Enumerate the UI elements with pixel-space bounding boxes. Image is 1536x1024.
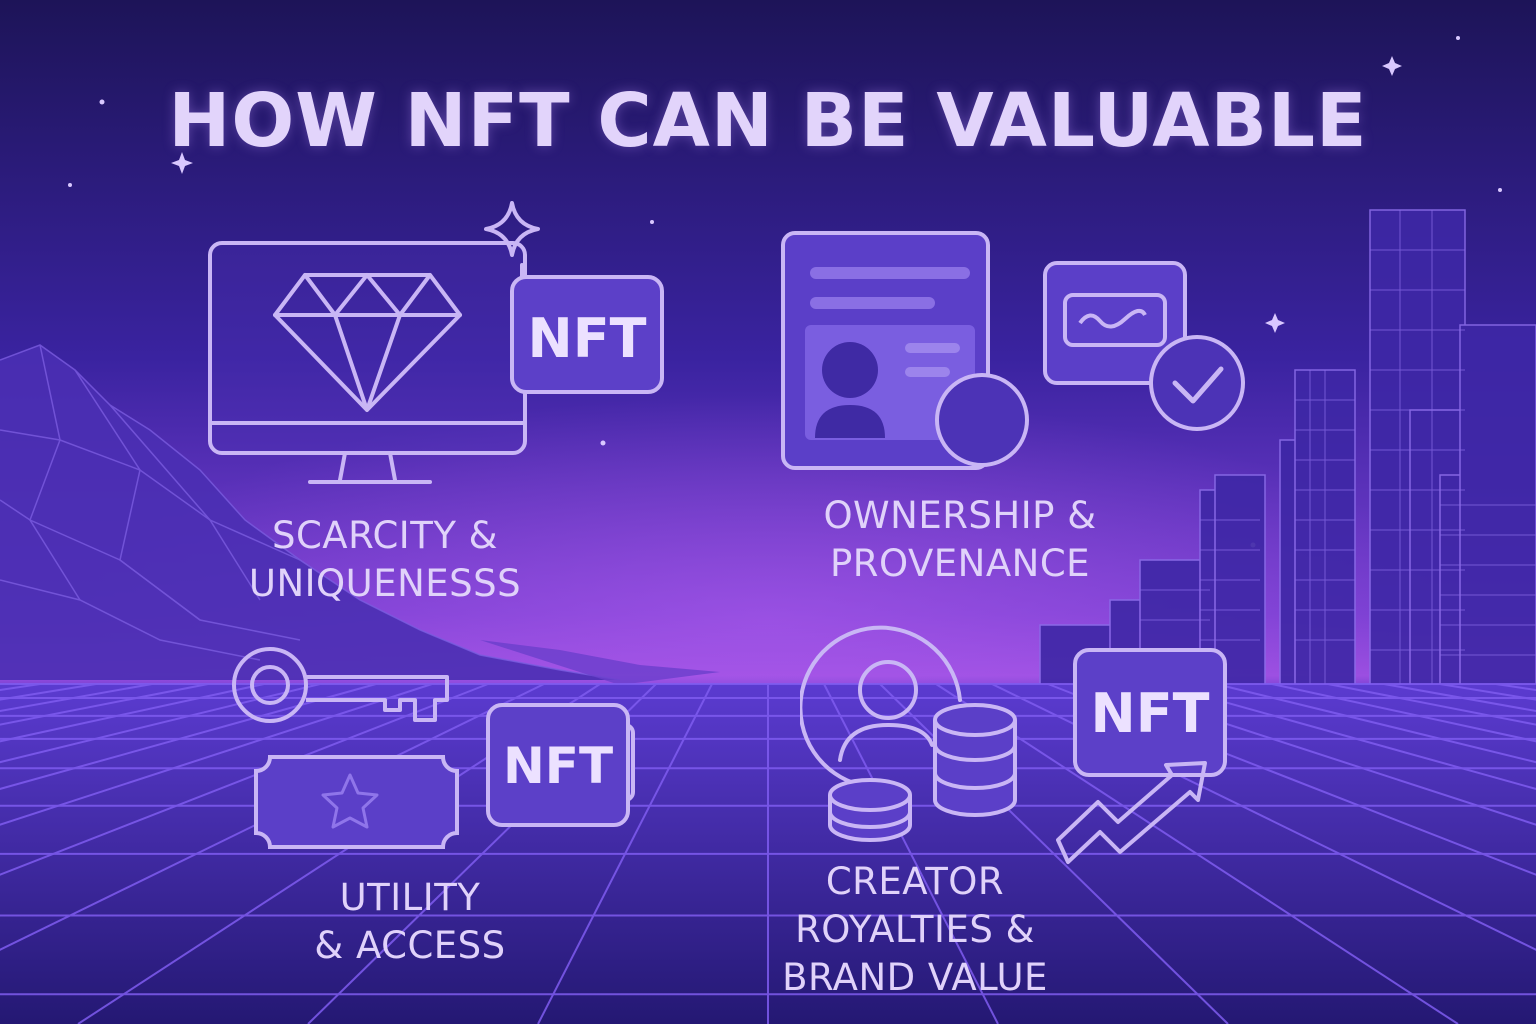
label-ownership: OWNERSHIP & PROVENANCE [780,492,1140,588]
signature-card-icon [1043,261,1187,385]
monitor-icon [208,241,527,484]
nft-badge-icon: NFT [1073,648,1227,777]
grid-line [823,683,999,1024]
grid-line [0,683,265,743]
label-utility: UTILITY & ACCESS [260,874,560,970]
page-title: HOW NFT CAN BE VALUABLE [168,78,1368,164]
creator-icon [800,625,962,787]
label-line: UNIQUENESSS [248,562,522,605]
left-mountains [0,344,720,685]
grid-line [0,683,377,790]
nft-badge-icon: NFT [510,275,664,394]
badge-label: NFT [503,737,613,795]
label-line: CREATOR [825,860,1005,903]
utility-illustration: NFT [232,647,635,849]
label-line: OWNERSHIP & [823,494,1097,537]
grid-line [1215,683,1536,764]
city-window-lines [1140,210,1536,685]
grid-line [1271,683,1536,743]
grid-line [1159,683,1536,790]
check-circle-icon [1149,335,1245,431]
label-line: BRAND VALUE [782,956,1048,999]
ticket-icon [254,755,459,849]
grid-line [0,683,321,764]
coin-stack-icon [828,703,1017,842]
diamond-icon [273,273,462,412]
ownership-illustration [781,231,1245,470]
key-icon [232,647,449,723]
label-line: UTILITY [339,876,481,919]
grid-line [935,683,1459,1024]
grid-line [0,683,545,951]
royalties-illustration: NFT [800,625,1227,864]
badge-label: NFT [1091,682,1210,745]
grid-line [1103,683,1536,826]
badge-label: NFT [528,307,647,370]
grid-line [0,683,433,826]
profile-icon [815,342,885,438]
nft-badge-icon: NFT [486,703,635,827]
star-icon [321,773,379,829]
label-line: PROVENANCE [829,542,1091,585]
label-line: ROYALTIES & [795,908,1035,951]
sparkle-icon [484,201,540,257]
grid-line [0,683,489,876]
grid-line [537,683,713,1024]
scarcity-illustration: NFT [208,201,664,484]
label-line: SCARCITY & [271,514,499,557]
label-line: & ACCESS [314,924,506,967]
label-scarcity: SCARCITY & UNIQUENESSS [200,512,570,608]
label-royalties: CREATOR ROYALTIES & BRAND VALUE [750,858,1080,1002]
trend-arrow-icon [1056,761,1207,864]
